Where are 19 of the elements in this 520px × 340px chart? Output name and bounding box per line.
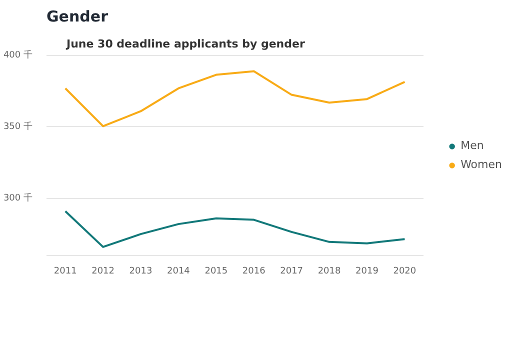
legend-label: Men — [460, 139, 484, 152]
x-tick-label: 2012 — [92, 266, 115, 276]
y-tick-label: 350 千 — [3, 120, 33, 132]
x-tick-label: 2019 — [356, 266, 379, 276]
x-tick-label: 2018 — [318, 266, 342, 276]
y-tick-label: 400 千 — [3, 50, 33, 60]
y-tick-label: 300 千 — [3, 192, 33, 204]
x-tick-label: 2014 — [167, 266, 190, 276]
line-series — [64, 210, 406, 248]
x-tick-label: 2016 — [242, 266, 266, 276]
chart-subtitle: June 30 deadline applicants by gender — [66, 38, 306, 50]
x-tick-label: 2020 — [393, 266, 416, 276]
chart-title: Gender — [46, 8, 109, 26]
legend-label: Women — [460, 158, 502, 171]
x-tick-label: 2015 — [204, 266, 228, 276]
x-tick-label: 2017 — [280, 266, 304, 276]
x-tick-label: 2013 — [129, 266, 152, 276]
x-tick-label: 2011 — [54, 266, 77, 276]
line-series — [64, 70, 406, 128]
